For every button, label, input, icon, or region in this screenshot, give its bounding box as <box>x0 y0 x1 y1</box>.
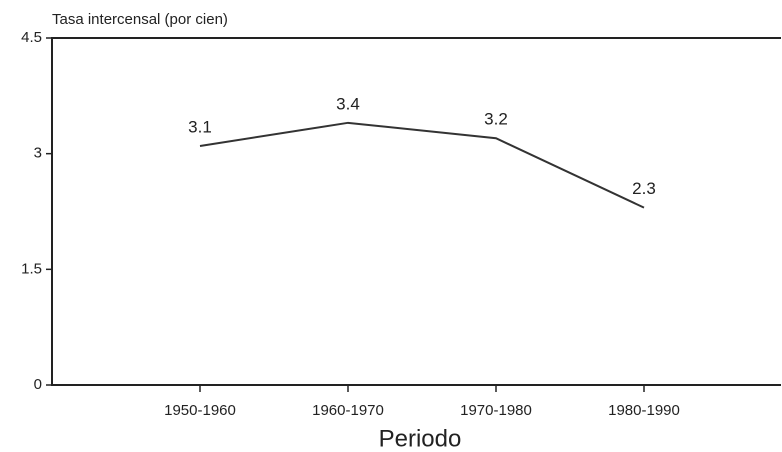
y-tick-label: 3 <box>34 145 42 162</box>
y-axis-label: Tasa intercensal (por cien) <box>52 11 228 28</box>
y-tick-label: 4.5 <box>21 29 42 46</box>
data-label: 3.2 <box>484 110 508 129</box>
data-line <box>199 121 645 209</box>
y-tick-label: 1.5 <box>21 260 42 277</box>
data-label: 2.3 <box>632 179 656 198</box>
x-axis-label: Periodo <box>379 425 462 452</box>
data-label: 3.1 <box>188 117 212 136</box>
x-tick-label: 1980-1990 <box>608 402 680 419</box>
x-tick-label: 1950-1960 <box>164 402 236 419</box>
x-tick-label: 1960-1970 <box>312 402 384 419</box>
y-tick-label: 0 <box>34 376 42 393</box>
plot-frame <box>51 37 781 386</box>
x-tick-label: 1970-1980 <box>460 402 532 419</box>
data-label: 3.4 <box>336 94 360 113</box>
